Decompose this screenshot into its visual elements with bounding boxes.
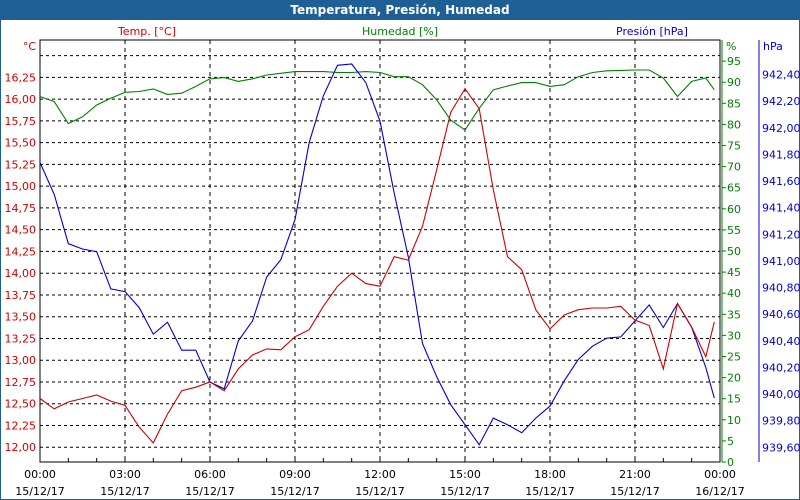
humidity-tick-label: 90 — [727, 76, 741, 89]
pressure-tick-label: 941,80 — [762, 148, 800, 161]
chart-title: Temperatura, Presión, Humedad — [0, 0, 800, 20]
pressure-tick-label: 941,00 — [762, 255, 800, 268]
humidity-tick-label: 65 — [727, 182, 741, 195]
temp-tick-label: 14,75 — [5, 202, 37, 215]
humidity-tick-label: 45 — [727, 266, 741, 279]
pressure-tick-label: 942,20 — [762, 95, 800, 108]
temp-tick-label: 15,25 — [5, 158, 37, 171]
x-tick-date: 15/12/17 — [100, 485, 149, 498]
x-tick-date: 15/12/17 — [355, 485, 404, 498]
humidity-tick-label: 15 — [727, 393, 741, 406]
temp-tick-label: 16,25 — [5, 71, 37, 84]
temp-tick-label: 13,00 — [5, 354, 37, 367]
x-tick-date: 15/12/17 — [610, 485, 659, 498]
x-tick-time: 15:00 — [449, 468, 481, 481]
x-tick-time: 03:00 — [109, 468, 141, 481]
temp-tick-label: 15,50 — [5, 137, 37, 150]
temp-tick-label: 15,75 — [5, 115, 37, 128]
humidity-tick-label: 95 — [727, 55, 741, 68]
x-tick-time: 00:00 — [24, 468, 56, 481]
temp-tick-label: 13,50 — [5, 311, 37, 324]
x-tick-date: 15/12/17 — [15, 485, 64, 498]
humidity-tick-label: 30 — [727, 329, 741, 342]
legend-temp: Temp. [°C] — [117, 25, 176, 38]
legend-humidity: Humedad [%] — [362, 25, 438, 38]
x-tick-date: 16/12/17 — [695, 485, 744, 498]
axes — [39, 39, 760, 463]
temp-tick-label: 16,00 — [5, 93, 37, 106]
pressure-tick-label: 939,60 — [762, 441, 800, 454]
humidity-tick-label: 75 — [727, 140, 741, 153]
pressure-axis-unit: hPa — [763, 40, 783, 53]
pressure-tick-label: 941,60 — [762, 175, 800, 188]
humidity-tick-label: 25 — [727, 351, 741, 364]
humidity-tick-label: 80 — [727, 118, 741, 131]
x-tick-time: 09:00 — [279, 468, 311, 481]
x-tick-time: 18:00 — [534, 468, 566, 481]
humidity-tick-label: 35 — [727, 308, 741, 321]
x-tick-time: 12:00 — [364, 468, 396, 481]
legend-pressure: Presión [hPa] — [616, 25, 688, 38]
pressure-line — [39, 63, 715, 446]
humidity-tick-label: 55 — [727, 224, 741, 237]
temp-tick-label: 14,25 — [5, 245, 37, 258]
pressure-tick-label: 940,60 — [762, 308, 800, 321]
humidity-tick-label: 50 — [727, 245, 741, 258]
pressure-tick-label: 940,20 — [762, 361, 800, 374]
series-lines — [39, 63, 715, 446]
humidity-tick-label: 20 — [727, 372, 741, 385]
x-tick-time: 21:00 — [619, 468, 651, 481]
x-tick-date: 15/12/17 — [270, 485, 319, 498]
temp-tick-label: 12,25 — [5, 419, 37, 432]
grid — [40, 40, 720, 462]
pressure-tick-label: 942,00 — [762, 122, 800, 135]
pressure-tick-label: 941,40 — [762, 202, 800, 215]
humidity-tick-label: 0 — [727, 456, 734, 469]
x-tick-date: 15/12/17 — [440, 485, 489, 498]
humidity-tick-label: 70 — [727, 161, 741, 174]
humidity-tick-label: 10 — [727, 414, 741, 427]
temp-tick-label: 12,00 — [5, 441, 37, 454]
humidity-line — [39, 69, 715, 131]
temp-tick-label: 13,25 — [5, 332, 37, 345]
humidity-tick-label: 60 — [727, 203, 741, 216]
pressure-tick-label: 940,00 — [762, 388, 800, 401]
temp-tick-label: 12,75 — [5, 376, 37, 389]
temp-tick-label: 14,50 — [5, 224, 37, 237]
pressure-tick-label: 940,80 — [762, 282, 800, 295]
temp-tick-label: 13,75 — [5, 289, 37, 302]
pressure-tick-label: 939,80 — [762, 415, 800, 428]
humidity-tick-label: 40 — [727, 287, 741, 300]
temp-axis-unit: °C — [23, 40, 37, 53]
temp-tick-label: 15,00 — [5, 180, 37, 193]
temp-tick-label: 14,00 — [5, 267, 37, 280]
pressure-tick-label: 941,20 — [762, 228, 800, 241]
humidity-axis-unit: % — [726, 40, 736, 53]
pressure-tick-label: 940,40 — [762, 335, 800, 348]
temp-tick-label: 12,50 — [5, 398, 37, 411]
temperature-line — [39, 87, 715, 444]
x-tick-date: 15/12/17 — [185, 485, 234, 498]
x-tick-time: 00:00 — [704, 468, 736, 481]
x-tick-time: 06:00 — [194, 468, 226, 481]
humidity-tick-label: 5 — [727, 435, 734, 448]
x-tick-date: 15/12/17 — [525, 485, 574, 498]
pressure-tick-label: 942,40 — [762, 69, 800, 82]
humidity-tick-label: 85 — [727, 97, 741, 110]
tick-labels: 00:00 15/12/17 03:00 15/12/17 06:00 15/12/17 0… — [5, 25, 800, 498]
